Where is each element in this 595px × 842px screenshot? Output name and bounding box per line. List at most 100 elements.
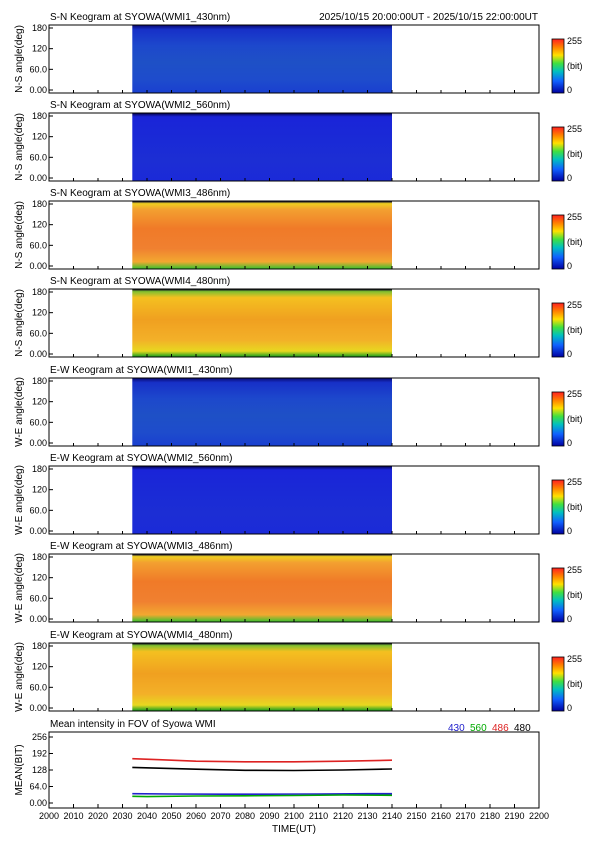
x-tick-label: 2000 <box>39 811 59 821</box>
keogram-panel: E-W Keogram at SYOWA(WMI1_430nm)180 120 60… <box>14 365 583 448</box>
y-tick-label: 0.00 <box>29 798 47 808</box>
color-bar-unit-label: (bit) <box>567 61 583 71</box>
line-plot-y-axis-label: MEAN(BIT) <box>14 744 25 795</box>
y-tick-label: 180 <box>32 23 47 33</box>
x-tick-label: 2180 <box>480 811 500 821</box>
line-plot-series <box>132 757 393 798</box>
x-tick-label: 2010 <box>63 811 83 821</box>
x-tick-label: 2170 <box>455 811 475 821</box>
y-tick-label: 0.00 <box>29 349 47 359</box>
y-tick-label: 60.0 <box>29 505 47 515</box>
y-tick-label: 120 <box>32 132 47 142</box>
line-plot-x-ticks: 2000 2010 2020 2030 2040 2050 2060 2070 2080 2090… <box>39 804 549 821</box>
keogram-y-axis-label: W-E angle(deg) <box>14 642 25 712</box>
keogram-panels: S-N Keogram at SYOWA(WMI1_430nm)18012060… <box>14 12 583 713</box>
x-tick-label: 2080 <box>235 811 255 821</box>
keogram-panel: E-W Keogram at SYOWA(WMI3_486nm)180 120 60… <box>14 541 583 624</box>
x-tick-label: 2160 <box>431 811 451 821</box>
y-tick-label: 60.0 <box>29 152 47 162</box>
color-bar-unit-label: (bit) <box>567 237 583 247</box>
keogram-title: S-N Keogram at SYOWA(WMI4_480nm) <box>50 276 230 287</box>
keogram-y-axis-label: N-S angle(deg) <box>14 25 25 93</box>
keogram-y-axis-label: W-E angle(deg) <box>14 465 25 535</box>
keogram-y-axis-label: W-E angle(deg) <box>14 553 25 623</box>
y-tick-label: 60.0 <box>29 240 47 250</box>
x-tick-label: 2190 <box>504 811 524 821</box>
color-bar <box>551 126 565 182</box>
color-bar-min-label: 0 <box>567 438 572 448</box>
y-tick-label: 60.0 <box>29 682 47 692</box>
keogram-title: S-N Keogram at SYOWA(WMI1_430nm) <box>50 12 230 23</box>
keogram-image <box>132 25 393 93</box>
y-tick-label: 256 <box>32 732 47 742</box>
x-tick-label: 2110 <box>309 811 328 821</box>
y-tick-label: 120 <box>32 397 47 407</box>
legend-entry-430: 430 <box>448 723 465 734</box>
y-tick-label: 0.00 <box>29 703 47 713</box>
keogram-image <box>132 466 393 534</box>
keogram-y-axis-label: N-S angle(deg) <box>14 289 25 357</box>
y-tick-label: 0.00 <box>29 614 47 624</box>
legend-entry-486: 486 <box>492 723 509 734</box>
keogram-title: E-W Keogram at SYOWA(WMI2_560nm) <box>50 453 232 464</box>
color-bar-min-label: 0 <box>567 173 572 183</box>
keogram-title: E-W Keogram at SYOWA(WMI4_480nm) <box>50 630 232 641</box>
x-tick-label: 2120 <box>333 811 353 821</box>
color-bar-unit-label: (bit) <box>567 414 583 424</box>
y-tick-label: 120 <box>32 44 47 54</box>
color-bar-max-label: 255 <box>567 389 582 399</box>
keogram-image <box>132 289 393 357</box>
color-bar-min-label: 0 <box>567 261 572 271</box>
y-tick-label: 180 <box>32 464 47 474</box>
y-tick-label: 180 <box>32 111 47 121</box>
color-bar-max-label: 255 <box>567 477 582 487</box>
color-bar-max-label: 255 <box>567 565 582 575</box>
x-tick-label: 2090 <box>259 811 279 821</box>
color-bar-max-label: 255 <box>567 124 582 134</box>
keogram-panel: S-N Keogram at SYOWA(WMI2_560nm)180 120 60… <box>14 100 583 183</box>
y-tick-label: 0.00 <box>29 173 47 183</box>
keogram-image <box>132 554 393 622</box>
color-bar-min-label: 0 <box>567 703 572 713</box>
color-bar <box>551 479 565 535</box>
x-tick-label: 2070 <box>210 811 230 821</box>
series-line-430 <box>132 792 392 796</box>
color-bar <box>551 391 565 447</box>
line-plot-legend: 430 560 486 480 <box>448 723 531 734</box>
legend-entry-560: 560 <box>470 723 487 734</box>
color-bar-min-label: 0 <box>567 614 572 624</box>
keogram-title: S-N Keogram at SYOWA(WMI2_560nm) <box>50 100 230 111</box>
legend-entry-480: 480 <box>514 723 531 734</box>
keogram-image <box>132 643 393 711</box>
y-tick-label: 0.00 <box>29 526 47 536</box>
keogram-image <box>132 378 393 446</box>
line-plot-y-ticks: 256 192 128 64.0 0.00 <box>29 732 53 808</box>
color-bar <box>551 302 565 358</box>
keogram-panel: E-W Keogram at SYOWA(WMI4_480nm)180 120 60… <box>14 630 583 713</box>
keogram-title: E-W Keogram at SYOWA(WMI1_430nm) <box>50 365 232 376</box>
y-tick-label: 120 <box>32 308 47 318</box>
color-bar-unit-label: (bit) <box>567 679 583 689</box>
series-line-560 <box>132 794 393 798</box>
color-bar-max-label: 255 <box>567 212 582 222</box>
y-tick-label: 180 <box>32 641 47 651</box>
keogram-panel: S-N Keogram at SYOWA(WMI4_480nm)180 120 60… <box>14 276 583 359</box>
mean-intensity-plot: Mean intensity in FOV of Syowa WMI 430 56… <box>14 719 549 835</box>
y-tick-label: 0.00 <box>29 438 47 448</box>
y-tick-label: 120 <box>32 220 47 230</box>
color-bar-unit-label: (bit) <box>567 502 583 512</box>
color-bar-max-label: 255 <box>567 300 582 310</box>
keogram-image <box>132 113 393 181</box>
series-line-480 <box>132 766 393 772</box>
x-tick-label: 2040 <box>137 811 157 821</box>
color-bar <box>551 214 565 270</box>
x-tick-label: 2130 <box>357 811 377 821</box>
keogram-y-axis-label: N-S angle(deg) <box>14 113 25 181</box>
x-tick-label: 2140 <box>382 811 402 821</box>
color-bar-unit-label: (bit) <box>567 590 583 600</box>
color-bar-unit-label: (bit) <box>567 149 583 159</box>
color-bar <box>551 567 565 623</box>
keogram-y-axis-label: W-E angle(deg) <box>14 377 25 447</box>
keogram-image <box>132 201 393 269</box>
x-tick-label: 2200 <box>529 811 549 821</box>
